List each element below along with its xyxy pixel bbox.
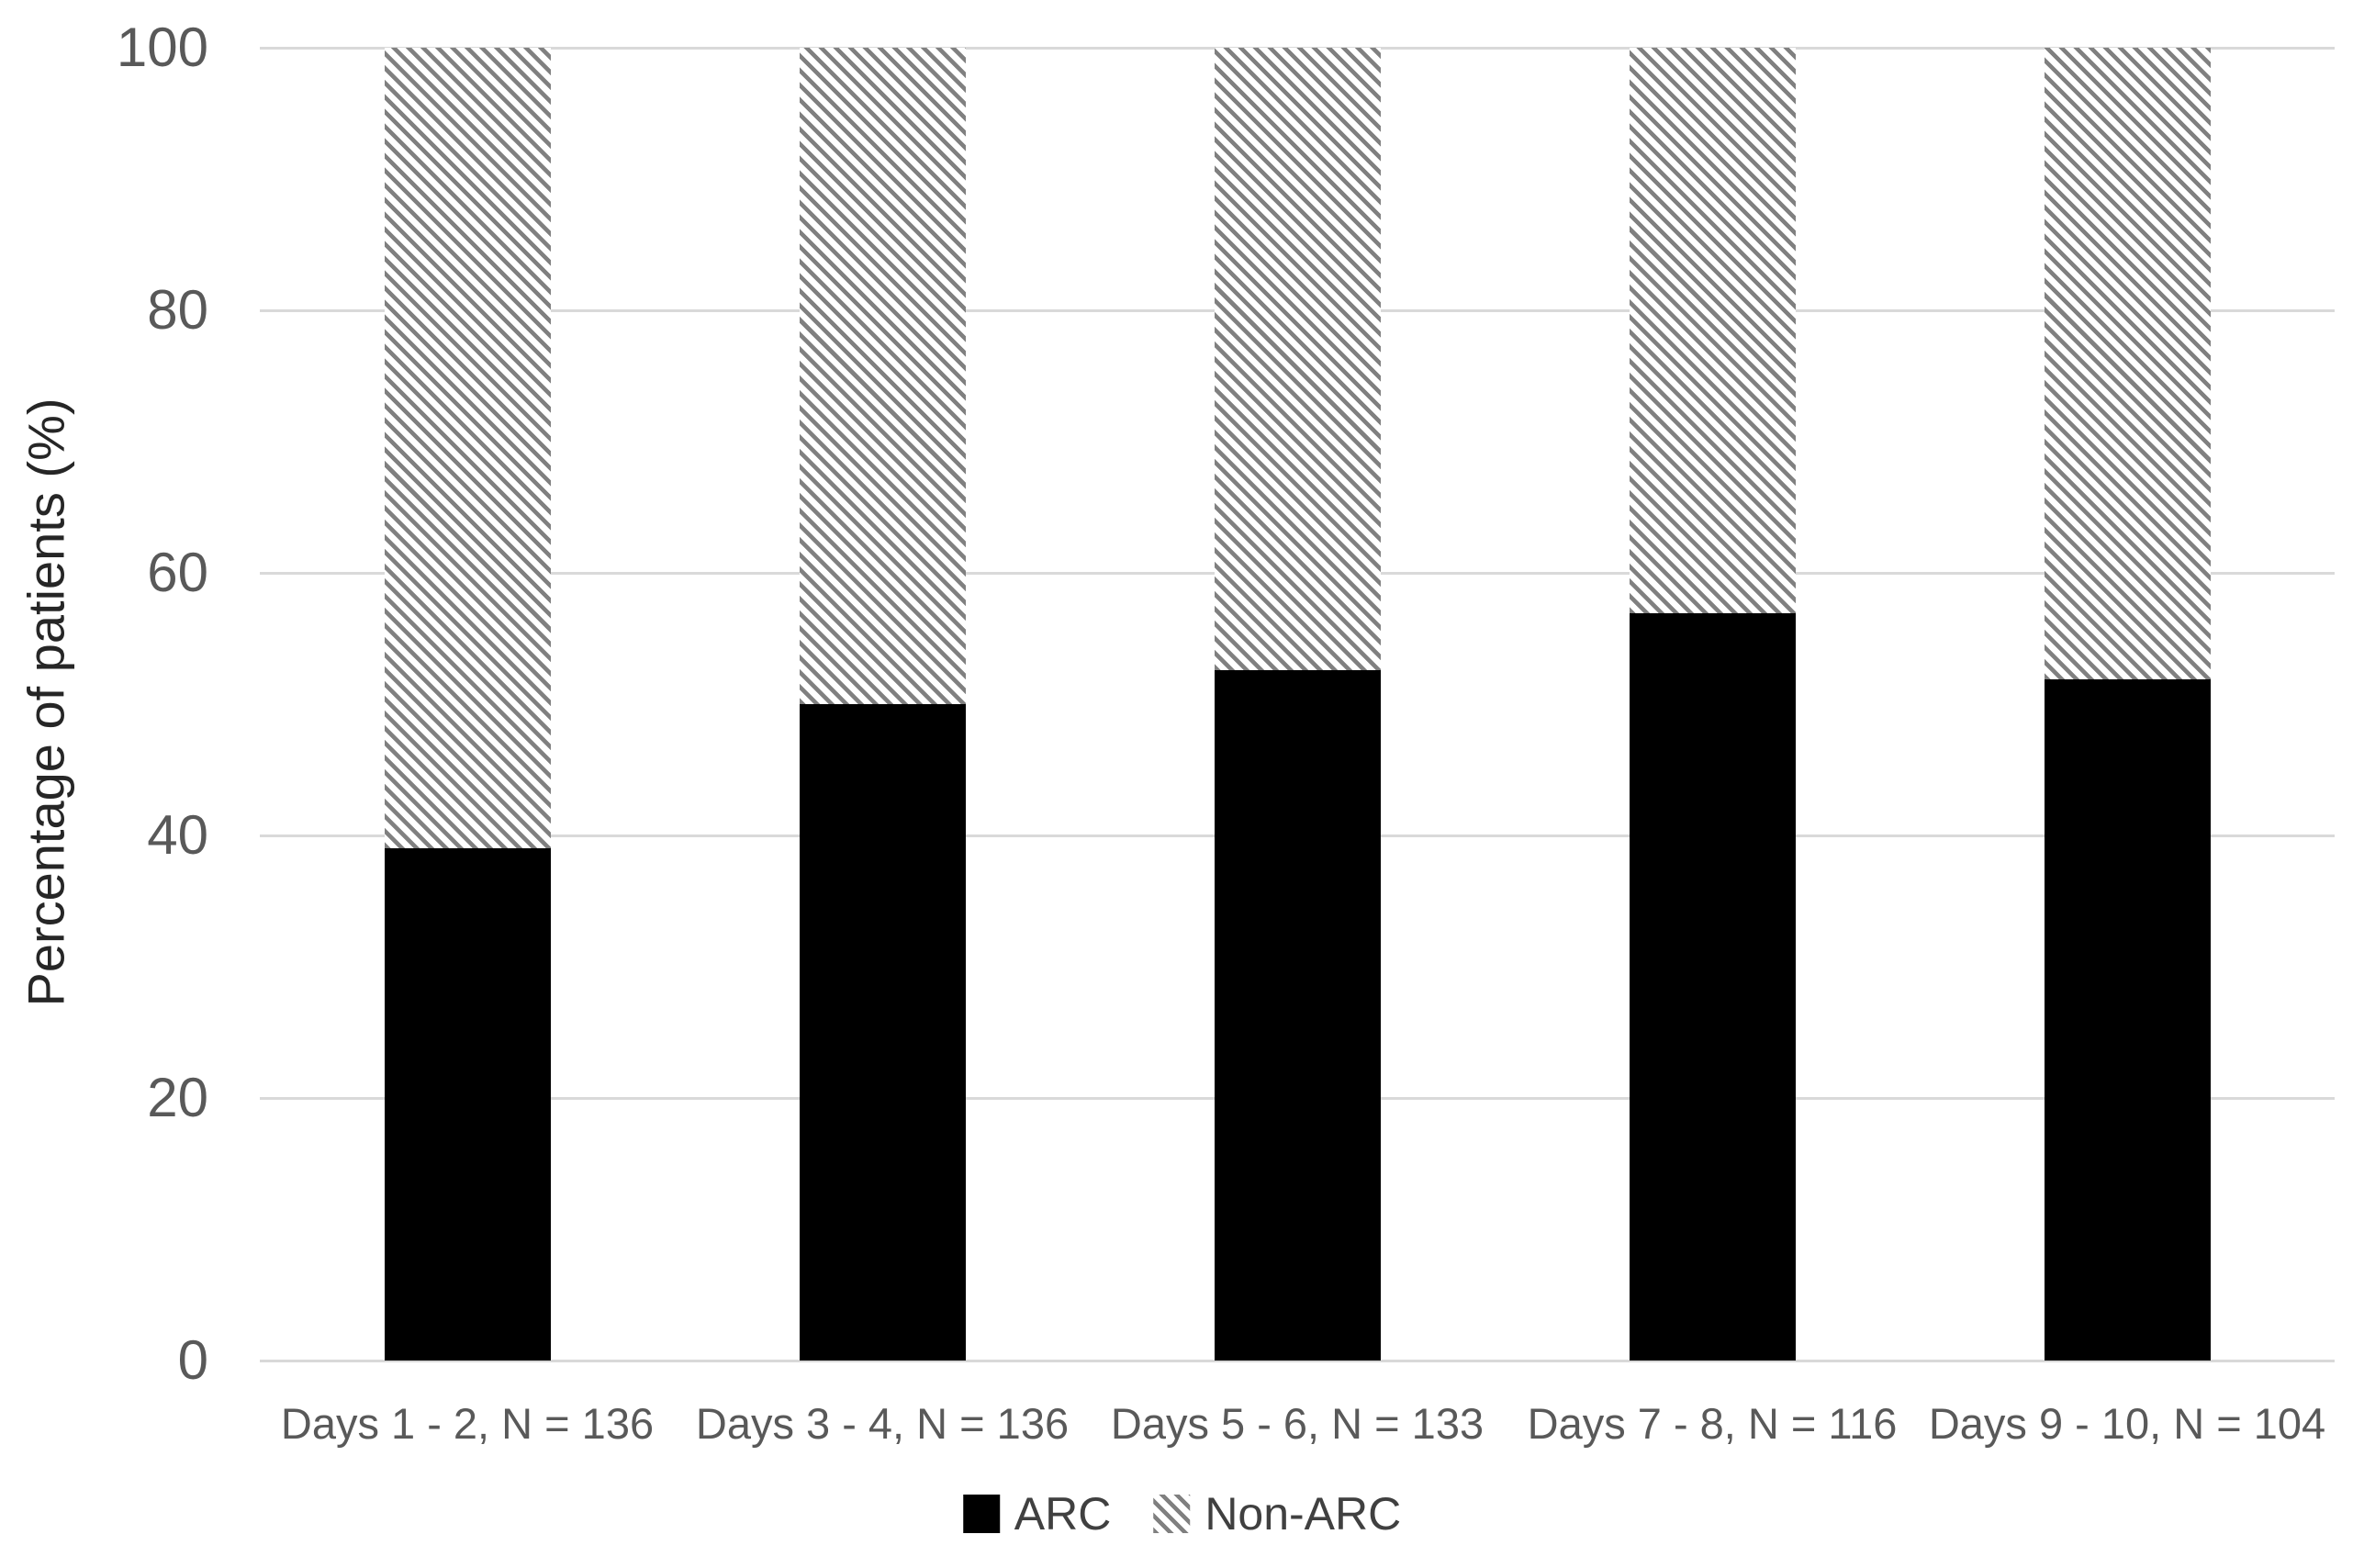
y-tick-label-60: 60 xyxy=(147,542,208,603)
gridline-0 xyxy=(260,1359,2335,1362)
x-category-label: Days 5 - 6, N = 133 xyxy=(1110,1399,1485,1448)
plot-area xyxy=(260,46,2335,1362)
bar-arc-segment xyxy=(384,848,551,1361)
legend-label: Non-ARC xyxy=(1204,1488,1402,1540)
bar-nonarc-segment xyxy=(384,48,551,849)
bar-arc-segment xyxy=(1629,613,1796,1361)
bar-nonarc-segment xyxy=(2044,48,2211,679)
y-tick-label-20: 20 xyxy=(147,1067,208,1128)
y-tick-label-80: 80 xyxy=(147,279,208,341)
legend-item-non-arc: Non-ARC xyxy=(1153,1487,1401,1540)
legend-swatch-diagonal-hatch xyxy=(1153,1495,1191,1533)
bar-arc-segment xyxy=(1214,669,1381,1361)
y-tick-label-40: 40 xyxy=(147,804,208,866)
y-axis-title: Percentage of patients (%) xyxy=(17,398,75,1007)
legend-label: ARC xyxy=(1014,1488,1112,1540)
x-category-label: Days 7 - 8, N = 116 xyxy=(1527,1399,1898,1448)
bar-arc-segment xyxy=(2044,678,2211,1361)
bar-arc-segment xyxy=(799,704,966,1361)
bar-nonarc-segment xyxy=(799,48,966,704)
y-tick-label-100: 100 xyxy=(116,17,208,78)
bar-nonarc-segment xyxy=(1629,48,1796,614)
legend: ARC Non-ARC xyxy=(962,1487,1401,1540)
x-category-label: Days 1 - 2, N = 136 xyxy=(280,1399,655,1448)
x-category-label: Days 9 - 10, N = 104 xyxy=(1928,1399,2326,1448)
legend-swatch-solid-black xyxy=(962,1495,1000,1533)
x-category-label: Days 3 - 4, N = 136 xyxy=(695,1399,1070,1448)
y-tick-label-0: 0 xyxy=(177,1329,208,1391)
legend-item-arc: ARC xyxy=(962,1487,1112,1540)
bar-nonarc-segment xyxy=(1214,48,1381,670)
